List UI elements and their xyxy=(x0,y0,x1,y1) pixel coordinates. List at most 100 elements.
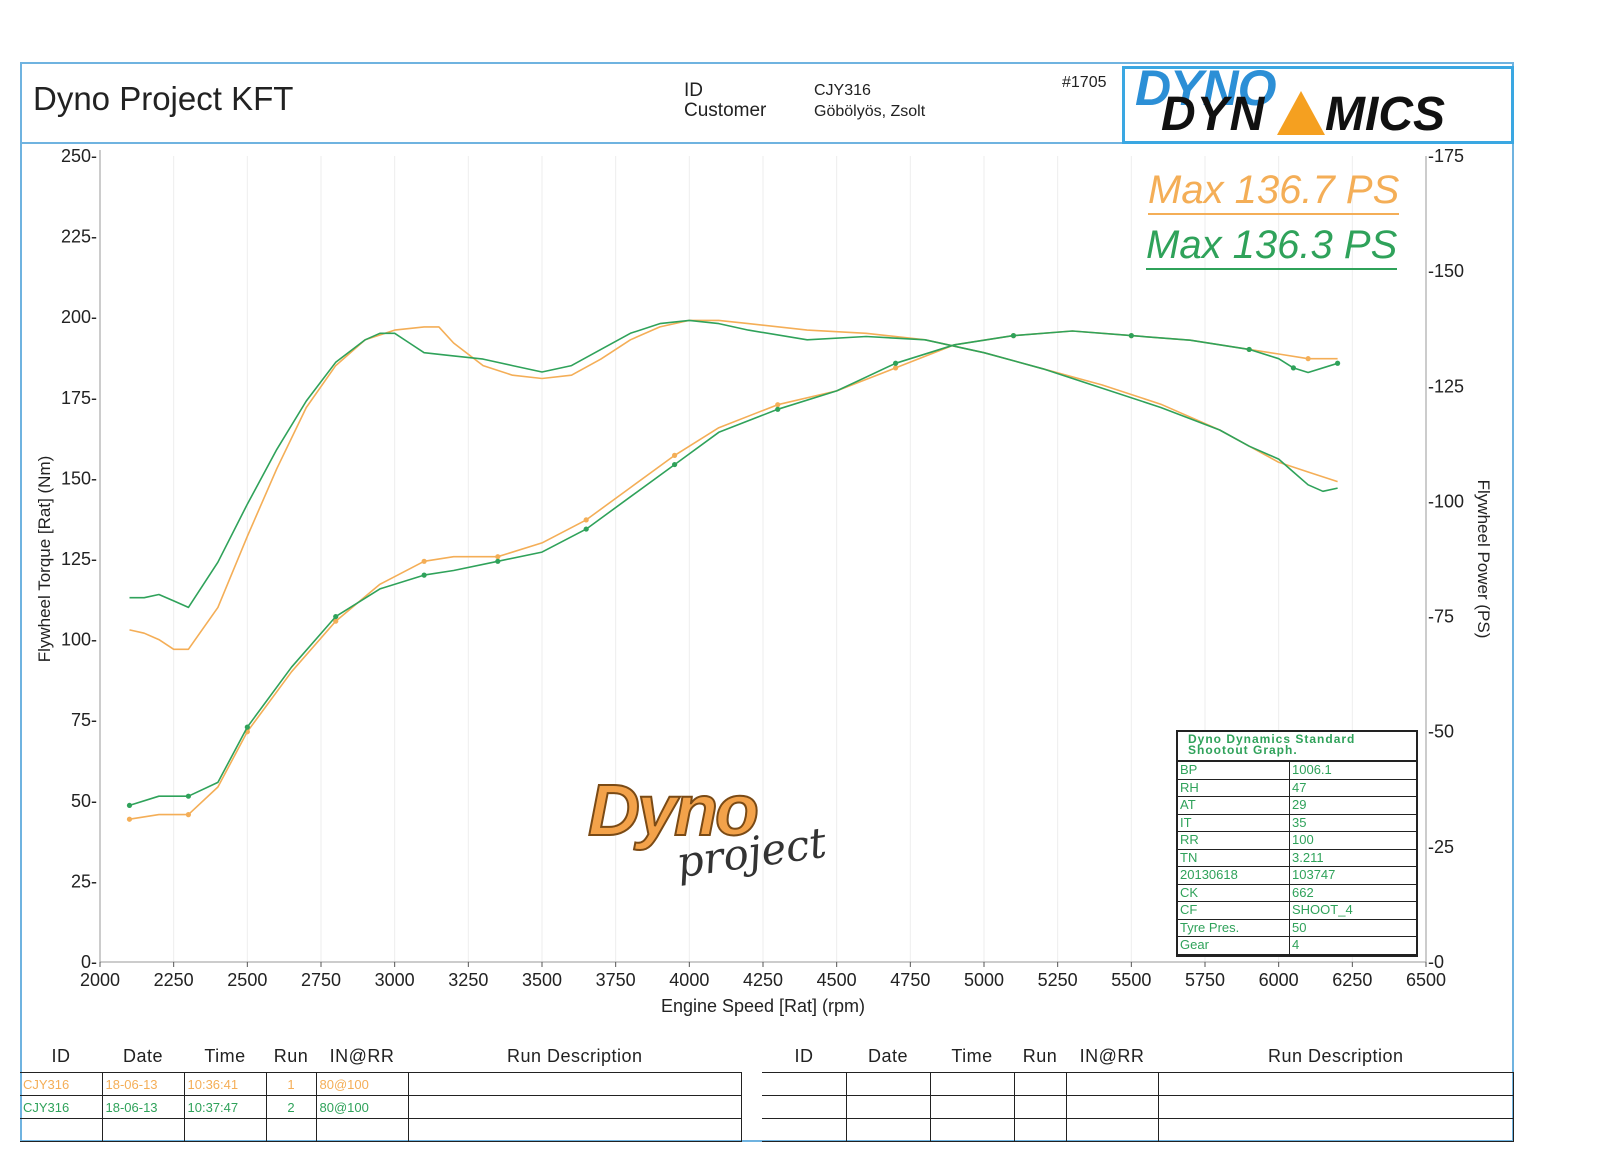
shootout-key: Tyre Pres. xyxy=(1178,919,1290,937)
y-left-tick-label: 125- xyxy=(61,549,97,569)
run-cell-empty xyxy=(1066,1118,1159,1142)
run-cell-empty xyxy=(846,1072,931,1096)
run-description xyxy=(408,1072,742,1096)
run-cell-empty xyxy=(1158,1095,1514,1119)
run-cell-empty xyxy=(184,1118,267,1142)
x-tick-label: 2250 xyxy=(154,970,194,990)
runs-table-left: ID Date Time Run IN@RR Run Description C… xyxy=(20,1040,742,1142)
series-point xyxy=(583,526,589,532)
run-cell-empty xyxy=(930,1095,1015,1119)
col-date: Date xyxy=(122,1045,164,1066)
shootout-value: 47 xyxy=(1289,779,1416,797)
x-tick-label: 4000 xyxy=(669,970,709,990)
y-right-tick-label: -125 xyxy=(1428,376,1464,396)
col-time: Time xyxy=(204,1045,246,1066)
shootout-row: RH 47 xyxy=(1178,779,1416,797)
series-point xyxy=(1305,356,1311,362)
max-power-run1: Max 136.7 PS xyxy=(1148,168,1400,215)
shootout-table: Dyno Dynamics Standard Shootout Graph. B… xyxy=(1176,730,1418,957)
id-label: ID xyxy=(684,80,703,101)
shootout-key: RR xyxy=(1178,831,1290,850)
series-point xyxy=(333,613,339,620)
run-cell-empty xyxy=(1158,1118,1514,1142)
x-tick-label: 6250 xyxy=(1332,970,1372,990)
run-row-empty xyxy=(762,1072,1514,1096)
x-tick-label: 2000 xyxy=(80,970,120,990)
col-date-2: Date xyxy=(867,1045,909,1066)
run-time: 10:37:47 xyxy=(184,1095,267,1119)
y-axis-right-label: Flywheel Power (PS) xyxy=(1474,480,1493,639)
job-number: #1705 xyxy=(1062,74,1107,91)
series-point xyxy=(126,802,133,809)
run-cell-empty xyxy=(102,1118,185,1142)
series-point xyxy=(1290,365,1296,371)
run-row-empty xyxy=(762,1118,1514,1142)
chart-ticks: 2000 2250 2500 2750 3000 3250 3500 3750 4000 4250… xyxy=(61,146,1464,990)
y-right-tick-label: -25 xyxy=(1428,837,1454,857)
y-right-tick-label: -100 xyxy=(1428,491,1464,511)
shootout-row: 20130618 103747 xyxy=(1178,866,1416,885)
x-tick-label: 3000 xyxy=(375,970,415,990)
shootout-value: 662 xyxy=(1289,884,1416,902)
x-tick-label: 5500 xyxy=(1111,970,1151,990)
run-date: 18-06-13 xyxy=(102,1072,185,1096)
shootout-value: 103747 xyxy=(1289,866,1416,885)
shootout-value: 4 xyxy=(1289,936,1416,955)
series-point xyxy=(1010,333,1017,339)
col-id: ID xyxy=(51,1045,71,1066)
shootout-key: BP xyxy=(1178,762,1290,780)
y-right-tick-label: -75 xyxy=(1428,607,1454,627)
x-tick-label: 6500 xyxy=(1406,970,1446,990)
shootout-row: CK 662 xyxy=(1178,884,1416,902)
series-point xyxy=(244,724,250,730)
logo-text-bottom-left: DYN xyxy=(1161,88,1266,141)
series-point xyxy=(775,406,781,412)
dyno-dynamics-logo: DYNO DYN MICS xyxy=(1122,66,1514,144)
y-left-tick-label: 225- xyxy=(61,227,97,247)
y-left-tick-label: 75- xyxy=(71,710,97,730)
run-number: 2 xyxy=(266,1095,317,1119)
run-cell-empty xyxy=(266,1118,317,1142)
shootout-row: BP 1006.1 xyxy=(1178,762,1416,780)
run-cell-empty xyxy=(1014,1072,1067,1096)
y-left-tick-label: 0- xyxy=(81,952,97,972)
y-right-tick-label: -150 xyxy=(1428,261,1464,281)
series-point xyxy=(495,554,501,560)
run-cell-empty xyxy=(1066,1072,1159,1096)
series-point xyxy=(893,365,899,371)
x-tick-label: 6000 xyxy=(1259,970,1299,990)
customer-label: Customer xyxy=(684,100,767,121)
series-point xyxy=(495,558,501,564)
col-inrr-2: IN@RR xyxy=(1079,1045,1145,1066)
shootout-title: Dyno Dynamics Standard Shootout Graph. xyxy=(1178,732,1416,762)
y-left-tick-label: 200- xyxy=(61,307,97,327)
shootout-key: CF xyxy=(1178,901,1290,920)
x-tick-label: 5000 xyxy=(964,970,1004,990)
col-id-2: ID xyxy=(794,1045,814,1066)
shootout-value: 3.211 xyxy=(1289,849,1416,867)
y-right-tick-label: -175 xyxy=(1428,146,1464,166)
run-cell-empty xyxy=(408,1118,742,1142)
shootout-row: RR 100 xyxy=(1178,831,1416,850)
header-bar xyxy=(20,62,1514,144)
series-point xyxy=(421,558,427,564)
series-point xyxy=(1128,333,1134,339)
shootout-key: 20130618 xyxy=(1178,866,1290,885)
y-right-tick-label: -50 xyxy=(1428,722,1454,742)
y-left-tick-label: 150- xyxy=(61,468,97,488)
watermark-dyno: Dyno xyxy=(587,770,760,852)
run-cell-empty xyxy=(1014,1095,1067,1119)
series-point xyxy=(1335,360,1341,366)
shootout-row: IT 35 xyxy=(1178,814,1416,832)
x-tick-label: 2750 xyxy=(301,970,341,990)
x-axis-label: Engine Speed [Rat] (rpm) xyxy=(661,996,865,1016)
shootout-value: 100 xyxy=(1289,831,1416,850)
company-name: Dyno Project KFT xyxy=(33,80,294,117)
y-right-tick-label: -0 xyxy=(1428,952,1444,972)
run-cell-empty xyxy=(762,1118,847,1142)
run-row-empty xyxy=(762,1095,1514,1119)
run-time: 10:36:41 xyxy=(184,1072,267,1096)
run-cell-empty xyxy=(1014,1118,1067,1142)
id-value: CJY316 xyxy=(814,82,871,99)
shootout-title-line1: Dyno Dynamics Standard xyxy=(1188,732,1356,746)
